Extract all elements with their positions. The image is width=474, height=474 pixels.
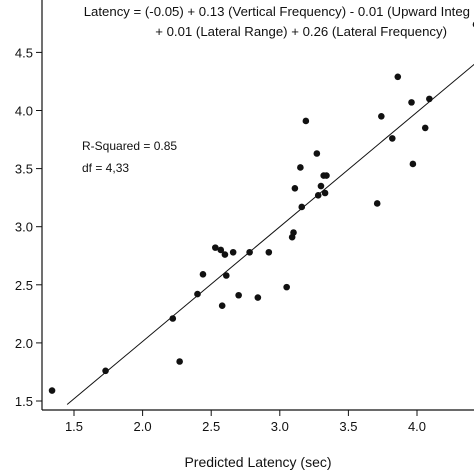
data-point xyxy=(378,113,385,120)
data-point xyxy=(409,160,417,168)
data-point xyxy=(394,73,402,81)
df-annotation: df = 4,33 xyxy=(82,161,129,175)
data-point xyxy=(176,358,183,365)
x-tick-label: 2.0 xyxy=(134,419,152,434)
data-point xyxy=(235,291,242,299)
data-point xyxy=(212,244,219,251)
data-point xyxy=(314,192,322,199)
data-point xyxy=(283,283,290,291)
data-point xyxy=(302,117,310,125)
data-point xyxy=(229,248,237,256)
data-point xyxy=(48,387,56,394)
data-point xyxy=(298,203,306,211)
regression-line-group xyxy=(66,63,474,405)
data-point xyxy=(317,182,325,190)
data-point xyxy=(169,315,177,322)
r-squared-annotation: R-Squared = 0.85 xyxy=(82,139,177,153)
data-points xyxy=(48,21,474,394)
y-tick-label: 1.5 xyxy=(15,394,33,409)
data-point xyxy=(323,172,330,179)
data-point xyxy=(221,251,229,258)
data-point xyxy=(102,367,109,375)
chart-title-line-2: + 0.01 (Lateral Range) + 0.26 (Lateral F… xyxy=(155,24,447,39)
data-point xyxy=(313,150,321,157)
y-tick-label: 4.5 xyxy=(15,45,33,60)
data-point xyxy=(290,229,297,236)
data-point xyxy=(426,95,433,103)
chart-title-line-1: Latency = (-0.05) + 0.13 (Vertical Frequ… xyxy=(84,4,470,19)
data-point xyxy=(373,200,381,207)
data-point xyxy=(217,246,225,254)
x-axis-label: Predicted Latency (sec) xyxy=(184,454,331,470)
data-point xyxy=(408,99,415,106)
data-point xyxy=(246,248,253,256)
axes: 1.5 2.0 2.5 3.0 3.5 4.0 1.5 2.0 2.5 3.0 3.5 4.0 4.5 xyxy=(15,0,474,434)
data-point xyxy=(291,185,299,192)
x-tick-label: 1.5 xyxy=(65,419,83,434)
data-point xyxy=(222,272,230,279)
y-tick-label: 2.5 xyxy=(15,278,33,293)
data-point xyxy=(321,189,329,197)
data-point xyxy=(199,271,207,278)
x-tick-label: 3.5 xyxy=(339,419,357,434)
y-tick-label: 2.0 xyxy=(15,336,33,351)
data-point xyxy=(254,294,262,301)
data-point xyxy=(421,124,429,132)
y-tick-label: 3.5 xyxy=(15,162,33,177)
data-point xyxy=(265,248,273,256)
data-point xyxy=(389,135,396,142)
x-tick-label: 3.0 xyxy=(271,419,289,434)
y-tick-label: 4.0 xyxy=(15,104,33,119)
y-tick-label: 3.0 xyxy=(15,220,33,235)
data-point xyxy=(194,290,201,298)
x-tick-label: 2.5 xyxy=(202,419,220,434)
x-tick-label: 4.0 xyxy=(408,419,426,434)
data-point xyxy=(218,302,226,310)
data-point xyxy=(297,164,304,171)
regression-line xyxy=(66,63,474,405)
